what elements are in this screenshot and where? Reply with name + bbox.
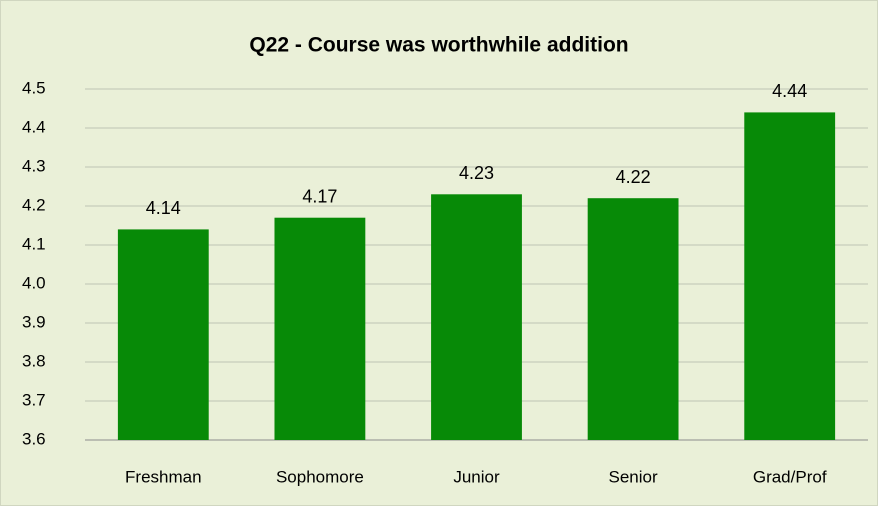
y-tick-label: 4.4	[22, 117, 46, 136]
y-tick-label: 4.2	[22, 195, 46, 214]
y-tick-label: 3.9	[22, 312, 46, 331]
x-tick-label: Freshman	[125, 467, 202, 486]
y-tick-label: 3.6	[22, 429, 46, 448]
bar	[431, 194, 522, 440]
data-label: 4.23	[459, 163, 494, 183]
data-label: 4.44	[772, 81, 807, 101]
y-tick-label: 3.7	[22, 390, 46, 409]
bar	[274, 217, 366, 440]
y-tick-label: 4.0	[22, 273, 46, 292]
bar	[587, 198, 679, 440]
y-tick-label: 4.1	[22, 234, 46, 253]
x-tick-label: Sophomore	[276, 467, 364, 486]
data-label: 4.17	[302, 186, 337, 206]
x-tick-label: Junior	[453, 467, 500, 486]
y-tick-label: 4.5	[22, 78, 46, 97]
bar	[744, 112, 836, 441]
x-tick-label: Senior	[609, 467, 658, 486]
data-label: 4.14	[146, 198, 181, 218]
bar	[117, 229, 209, 440]
x-tick-label: Grad/Prof	[753, 467, 827, 486]
y-tick-label: 4.3	[22, 156, 46, 175]
data-label: 4.22	[616, 167, 651, 187]
y-tick-label: 3.8	[22, 351, 46, 370]
chart-title: Q22 - Course was worthwhile addition	[249, 34, 628, 57]
